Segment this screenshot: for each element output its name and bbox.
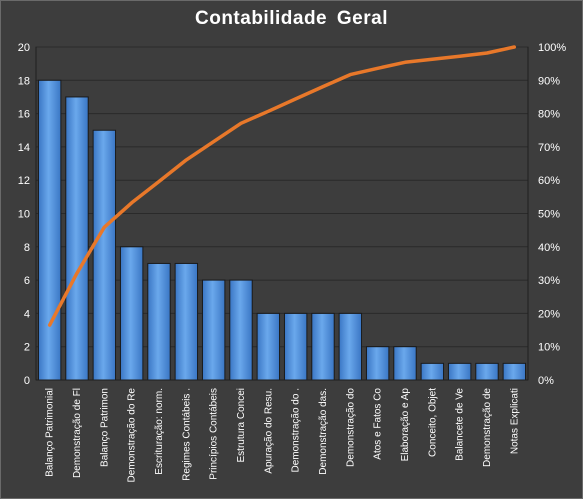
bar bbox=[229, 279, 253, 381]
bar bbox=[147, 262, 171, 381]
bar bbox=[393, 346, 417, 381]
category-label: Demonstração de bbox=[482, 388, 493, 467]
y-right-tick-label: 90% bbox=[538, 75, 560, 87]
y-left-tick-label: 20 bbox=[18, 42, 30, 54]
y-right-tick-label: 100% bbox=[538, 42, 566, 54]
bar bbox=[65, 96, 89, 381]
bar bbox=[119, 246, 144, 381]
y-left-tick-label: 4 bbox=[24, 308, 30, 320]
y-right-tick-label: 50% bbox=[538, 209, 560, 221]
bar bbox=[201, 279, 226, 381]
category-label: Conceito, Objet bbox=[427, 388, 438, 457]
bar bbox=[338, 312, 363, 381]
y-left-tick-label: 0 bbox=[24, 375, 30, 387]
category-label: Demonstração de Fl bbox=[72, 388, 83, 478]
category-label: Balanço Patrimonial bbox=[45, 388, 56, 477]
y-right-tick-label: 70% bbox=[538, 142, 560, 154]
y-left-tick-label: 6 bbox=[24, 275, 30, 287]
category-label: Atos e Fatos Co bbox=[373, 388, 384, 460]
category-label: Apuração do Resu. bbox=[263, 388, 274, 474]
bar bbox=[420, 362, 445, 381]
bar bbox=[365, 346, 390, 381]
y-right-tick-label: 80% bbox=[538, 109, 560, 121]
y-right-tick-label: 10% bbox=[538, 342, 560, 354]
bar bbox=[37, 79, 62, 381]
bar bbox=[256, 312, 281, 381]
category-label: Princípios Contábeis bbox=[209, 388, 220, 480]
y-right-tick-label: 20% bbox=[538, 308, 560, 320]
category-label: Demonstração do Re bbox=[127, 388, 138, 483]
bar bbox=[283, 312, 308, 381]
y-right-tick-label: 30% bbox=[538, 275, 560, 287]
category-label: Demonstração do . bbox=[291, 388, 302, 473]
bar bbox=[475, 362, 499, 381]
y-left-tick-label: 16 bbox=[18, 109, 30, 121]
category-label: Notas Explicati bbox=[509, 388, 520, 454]
bar bbox=[174, 262, 199, 381]
y-right-tick-label: 60% bbox=[538, 175, 560, 187]
cumulative-line bbox=[47, 45, 517, 327]
category-label: Elaboração e Ap bbox=[400, 388, 411, 462]
y-left-tick-label: 12 bbox=[18, 175, 30, 187]
bar bbox=[92, 129, 117, 381]
category-label: Escrituração: norm. bbox=[154, 388, 165, 475]
category-label: Demonstração das. bbox=[318, 388, 329, 475]
y-right-tick-label: 40% bbox=[538, 242, 560, 254]
y-left-tick-label: 14 bbox=[18, 142, 30, 154]
category-label: Balanço Patrimon bbox=[99, 388, 110, 467]
category-label: Regimes Contábeis . bbox=[181, 388, 192, 481]
category-label: Estrutura Concei bbox=[236, 388, 247, 462]
y-left-tick-label: 2 bbox=[24, 342, 30, 354]
bar bbox=[502, 362, 527, 381]
y-left-tick-label: 18 bbox=[18, 75, 30, 87]
bar bbox=[311, 312, 335, 381]
chart-title: Contabilidade Geral bbox=[195, 8, 388, 29]
bar bbox=[447, 362, 472, 381]
category-label: Balancete de Ve bbox=[455, 388, 466, 461]
y-right-tick-label: 0% bbox=[538, 375, 554, 387]
y-left-tick-label: 10 bbox=[18, 209, 30, 221]
category-label: Demonstração do bbox=[345, 388, 356, 467]
y-left-tick-label: 8 bbox=[24, 242, 30, 254]
